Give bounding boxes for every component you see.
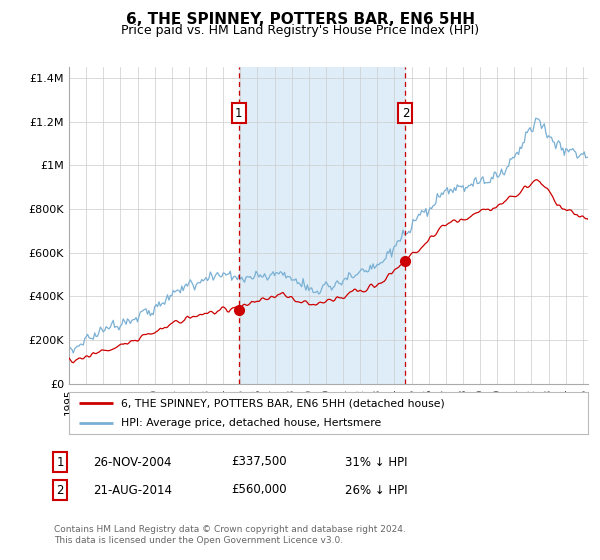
Text: 2: 2 [401, 106, 409, 120]
Text: 26% ↓ HPI: 26% ↓ HPI [345, 483, 407, 497]
Text: Price paid vs. HM Land Registry's House Price Index (HPI): Price paid vs. HM Land Registry's House … [121, 24, 479, 38]
Text: £560,000: £560,000 [231, 483, 287, 497]
Text: 2: 2 [56, 483, 64, 497]
Text: 21-AUG-2014: 21-AUG-2014 [93, 483, 172, 497]
Text: 1: 1 [56, 455, 64, 469]
Text: HPI: Average price, detached house, Hertsmere: HPI: Average price, detached house, Hert… [121, 418, 381, 428]
Text: 6, THE SPINNEY, POTTERS BAR, EN6 5HH: 6, THE SPINNEY, POTTERS BAR, EN6 5HH [125, 12, 475, 27]
Text: Contains HM Land Registry data © Crown copyright and database right 2024.
This d: Contains HM Land Registry data © Crown c… [54, 525, 406, 545]
Text: £337,500: £337,500 [231, 455, 287, 469]
Text: 1: 1 [235, 106, 242, 120]
Text: 6, THE SPINNEY, POTTERS BAR, EN6 5HH (detached house): 6, THE SPINNEY, POTTERS BAR, EN6 5HH (de… [121, 398, 445, 408]
Bar [239, 67, 406, 384]
Text: 31% ↓ HPI: 31% ↓ HPI [345, 455, 407, 469]
Text: 26-NOV-2004: 26-NOV-2004 [93, 455, 172, 469]
